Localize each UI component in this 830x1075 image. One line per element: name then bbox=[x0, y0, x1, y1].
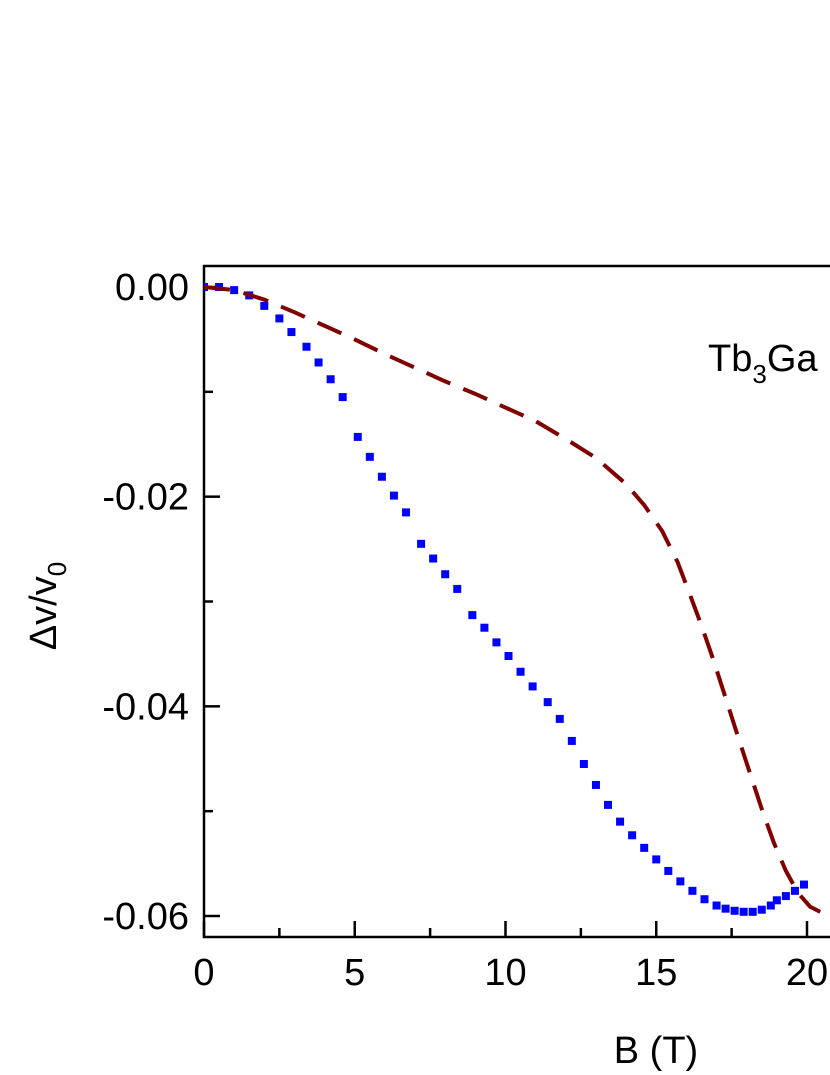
y-tick-label: -0.02 bbox=[102, 477, 189, 519]
x-tick-label: 10 bbox=[484, 952, 526, 994]
series-line-1 bbox=[204, 285, 830, 917]
y-axis-title-main: Δv/v bbox=[23, 576, 65, 650]
data-point bbox=[260, 301, 269, 310]
data-point bbox=[688, 886, 697, 895]
annotation-rest: Ga bbox=[767, 338, 819, 380]
data-point bbox=[790, 886, 799, 895]
data-point bbox=[230, 286, 239, 295]
data-point bbox=[287, 328, 296, 337]
plot-area bbox=[202, 264, 830, 939]
data-point bbox=[676, 877, 685, 886]
data-point bbox=[389, 491, 398, 500]
data-point bbox=[302, 342, 311, 351]
data-point bbox=[555, 714, 564, 723]
data-point bbox=[700, 895, 709, 904]
data-point bbox=[516, 667, 525, 676]
x-tick-label: 0 bbox=[193, 952, 214, 994]
data-point bbox=[275, 314, 284, 323]
data-point bbox=[528, 682, 537, 691]
x-tick-label: 15 bbox=[635, 952, 677, 994]
tick-labels: 0 5 10 15 20 0.00 -0.02 -0.04 -0.06 bbox=[102, 267, 828, 994]
data-point bbox=[353, 432, 362, 441]
data-point bbox=[543, 698, 552, 707]
data-point bbox=[664, 866, 673, 875]
data-point bbox=[772, 896, 781, 905]
data-point bbox=[799, 880, 808, 889]
axis-ticks bbox=[202, 285, 809, 937]
data-point bbox=[748, 907, 757, 916]
data-point bbox=[640, 843, 649, 852]
y-axis-title-sub: 0 bbox=[42, 562, 72, 576]
data-point bbox=[616, 817, 625, 826]
data-point bbox=[377, 472, 386, 481]
data-point bbox=[579, 759, 588, 768]
data-point bbox=[712, 901, 721, 910]
data-point bbox=[417, 539, 426, 548]
data-point bbox=[314, 358, 323, 367]
annotation-sub: 3 bbox=[752, 359, 766, 389]
data-point bbox=[721, 904, 730, 913]
y-tick-label: -0.06 bbox=[102, 896, 189, 938]
y-tick-label: 0.00 bbox=[115, 267, 189, 309]
data-point bbox=[402, 508, 411, 517]
y-axis-title: Δv/v0 bbox=[23, 562, 72, 650]
data-point bbox=[730, 906, 739, 915]
data-point bbox=[365, 452, 374, 461]
data-point bbox=[591, 780, 600, 789]
data-point bbox=[429, 554, 438, 563]
data-point bbox=[338, 393, 347, 402]
data-point bbox=[492, 638, 501, 647]
data-point bbox=[781, 892, 790, 901]
data-point bbox=[652, 855, 661, 864]
data-point bbox=[468, 611, 477, 620]
data-point bbox=[628, 831, 637, 840]
annotation-main: Tb bbox=[708, 338, 752, 380]
x-tick-label: 5 bbox=[344, 952, 365, 994]
y-tick-label: -0.04 bbox=[102, 686, 189, 728]
data-point bbox=[453, 584, 462, 593]
x-tick-label: 20 bbox=[786, 952, 828, 994]
data-point bbox=[480, 623, 489, 632]
x-axis-title: B (T) bbox=[614, 1030, 698, 1072]
data-point bbox=[766, 901, 775, 910]
data-point bbox=[441, 570, 450, 579]
data-point bbox=[604, 800, 613, 809]
data-point bbox=[739, 907, 748, 916]
data-point bbox=[757, 905, 766, 914]
annotation: Tb3Ga bbox=[708, 338, 818, 389]
data-point bbox=[326, 375, 335, 384]
data-point bbox=[504, 652, 513, 661]
series-layer bbox=[204, 283, 830, 917]
data-point bbox=[567, 736, 576, 745]
